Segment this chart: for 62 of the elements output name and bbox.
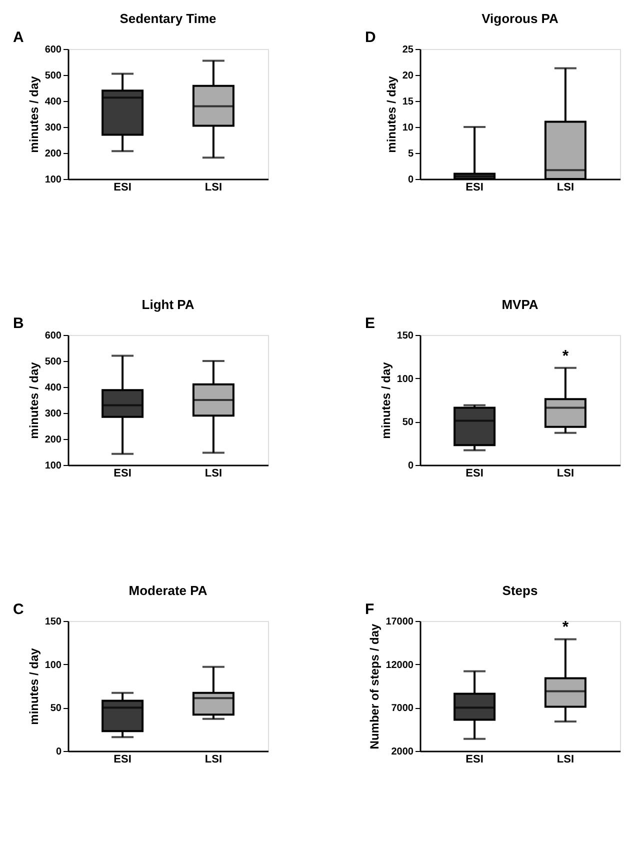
y-axis-title: Number of steps / day [368,624,382,750]
y-axis-title: minutes / day [378,362,393,439]
chart-title: Vigorous PA [482,11,560,26]
y-tick-label: 0 [408,174,414,186]
chart-title: Steps [502,583,538,598]
y-tick-label: 20 [402,70,414,82]
y-tick-label: 12000 [386,660,414,671]
text: E [365,315,376,332]
y-axis-title: minutes / day [26,362,41,439]
y-tick-label: 5 [408,148,414,160]
y-tick-label: 200 [44,434,62,446]
y-tick-label: 300 [44,408,62,420]
text: A [13,29,24,46]
x-tick-label: LSI [556,754,574,766]
y-tick-label: 150 [396,330,414,342]
x-tick-label: ESI [114,754,132,766]
y-tick-label: 600 [44,330,62,342]
y-axis-title: minutes / day [384,76,398,153]
x-tick-label: LSI [556,182,574,194]
y-tick-label: 500 [44,70,62,82]
x-tick-label: ESI [466,754,484,766]
y-tick-label: 7000 [391,703,414,714]
x-tick-label: LSI [204,468,222,480]
y-axis-title: minutes / day [26,76,41,153]
x-tick-label: ESI [114,182,132,194]
y-tick-label: 400 [44,96,62,108]
y-tick-label: 300 [44,122,62,134]
y-tick-label: 100 [44,460,62,472]
chart-title: MVPA [502,297,539,312]
text: B [13,315,24,332]
text: F [365,601,374,618]
y-tick-label: 500 [44,356,62,368]
chart-title: Moderate PA [128,583,208,598]
x-tick-label: LSI [204,182,222,194]
y-tick-label: 2000 [391,746,414,758]
y-tick-label: 25 [402,44,414,56]
x-tick-label: ESI [114,468,132,480]
y-tick-label: 0 [56,746,62,758]
y-tick-label: 150 [44,616,62,628]
y-tick-label: 600 [44,44,62,56]
x-tick-label: ESI [466,468,484,480]
text: D [365,29,376,46]
y-tick-label: 50 [50,703,62,714]
text: C [13,601,24,618]
chart-title: Sedentary Time [120,11,216,26]
y-tick-label: 50 [402,417,414,428]
y-tick-label: 400 [44,382,62,394]
y-tick-label: 10 [402,122,414,134]
annotation: * [562,348,570,365]
x-tick-label: LSI [204,754,222,766]
x-tick-label: ESI [466,182,484,194]
annotation: * [562,619,570,636]
y-tick-label: 15 [402,96,414,108]
y-axis-title: minutes / day [26,648,41,725]
y-tick-label: 100 [396,374,414,385]
y-tick-label: 17000 [386,616,414,628]
x-tick-label: LSI [556,468,574,480]
y-tick-label: 0 [408,460,414,472]
y-tick-label: 100 [44,174,62,186]
y-tick-label: 100 [44,660,62,671]
y-tick-label: 200 [44,148,62,160]
chart-title: Light PA [142,297,195,312]
